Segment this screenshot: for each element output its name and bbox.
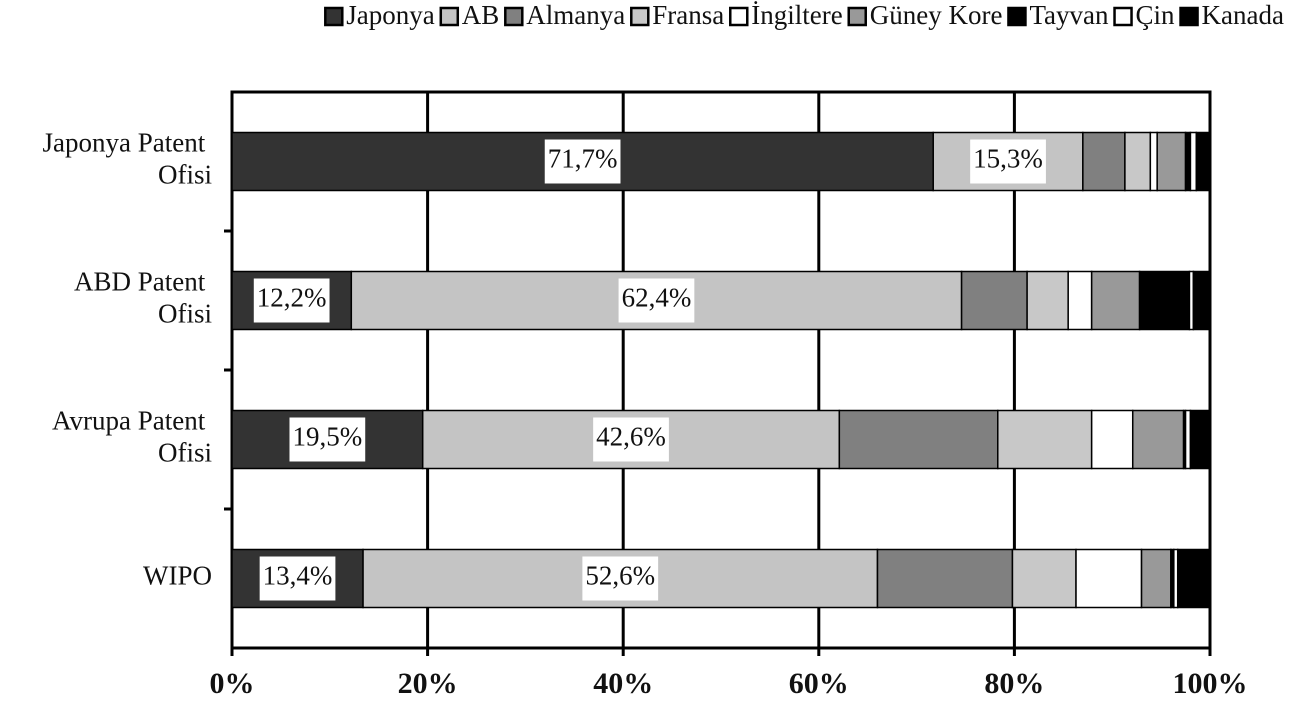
value-label-bg xyxy=(593,417,669,462)
bar-segment xyxy=(1090,270,1141,331)
legend-swatch xyxy=(504,6,524,27)
legend-label: Fransa xyxy=(652,0,724,30)
bar-segment xyxy=(1131,409,1185,470)
bar-segment xyxy=(960,270,1028,331)
value-label: 19,5% xyxy=(292,422,362,452)
bar-segment xyxy=(997,409,1093,470)
value-label-bg xyxy=(618,278,695,323)
legend-swatch xyxy=(439,6,460,27)
legend-label: İngiltere xyxy=(751,0,842,30)
bar-segment xyxy=(1075,548,1143,609)
x-tick-label: 0% xyxy=(210,667,255,700)
value-label: 42,6% xyxy=(596,422,666,452)
value-label-bg xyxy=(289,417,366,462)
legend-label: Güney Kore xyxy=(870,0,1003,30)
value-label-bg xyxy=(970,139,1046,184)
y-tick-label: Avrupa Patent Ofisi xyxy=(52,406,212,468)
legend-label: AB xyxy=(462,0,500,30)
bar-segment xyxy=(1026,270,1069,331)
legend-label: Tayvan xyxy=(1029,0,1109,30)
y-tick-label: ABD Patent Ofisi xyxy=(74,267,212,329)
bar-segment xyxy=(1176,548,1211,609)
bar-segment xyxy=(1149,131,1158,192)
legend-swatch xyxy=(1113,6,1133,27)
legend-label: Kanada xyxy=(1202,0,1284,30)
value-label: 62,4% xyxy=(622,283,692,313)
value-label: 12,2% xyxy=(257,283,327,313)
legend-label: Çin xyxy=(1136,0,1176,30)
bar-segment xyxy=(1189,131,1198,192)
x-tick-label: 80% xyxy=(984,667,1044,700)
value-label: 15,3% xyxy=(973,144,1043,174)
bar-segment xyxy=(1082,131,1126,192)
bar-segment xyxy=(876,548,1014,609)
value-label: 13,4% xyxy=(263,561,333,591)
bar-segment xyxy=(1067,270,1093,331)
value-label-bg xyxy=(582,556,659,601)
value-label: 71,7% xyxy=(548,144,618,174)
y-tick-label: Japonya Patent Ofisi xyxy=(43,128,212,190)
bar-segment xyxy=(1090,409,1134,470)
value-label-bg xyxy=(253,278,330,323)
x-tick-label: 100% xyxy=(1173,667,1248,700)
bar-segment xyxy=(1195,131,1211,192)
bar-segment xyxy=(838,409,999,470)
bar-segment xyxy=(1192,270,1211,331)
bar-segment xyxy=(1138,270,1191,331)
legend-label: Almanya xyxy=(526,0,625,30)
legend-swatch xyxy=(630,6,650,27)
bar-segment xyxy=(1156,131,1187,192)
legend-label: Japonya xyxy=(346,0,434,30)
y-tick-label: WIPO xyxy=(143,561,212,591)
bar-segment xyxy=(1011,548,1077,609)
legend-swatch xyxy=(847,6,867,27)
bar-segment xyxy=(1124,131,1152,192)
x-tick-label: 40% xyxy=(593,667,653,700)
value-label-bg xyxy=(544,139,621,184)
bar-segment xyxy=(1140,548,1172,609)
legend-swatch xyxy=(729,6,749,27)
x-tick-label: 60% xyxy=(789,667,849,700)
x-tick-label: 20% xyxy=(398,667,458,700)
legend-swatch xyxy=(1179,6,1199,27)
bar-segment xyxy=(1189,409,1211,470)
value-label: 52,6% xyxy=(585,561,655,591)
value-label-bg xyxy=(259,556,336,601)
legend-swatch xyxy=(324,6,344,27)
legend-swatch xyxy=(1007,6,1027,27)
